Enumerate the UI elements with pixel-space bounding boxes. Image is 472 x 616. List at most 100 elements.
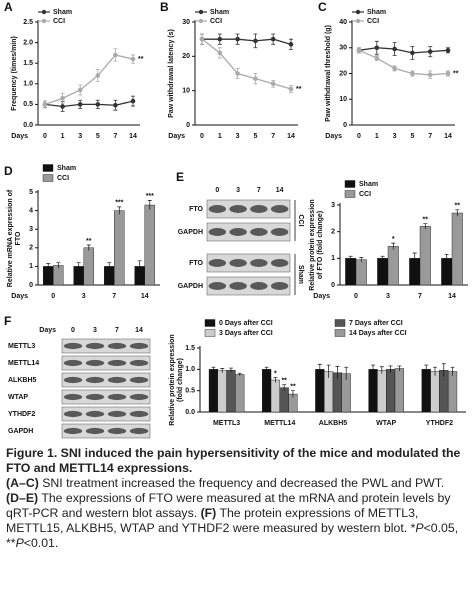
y-tick-label: 0.5 [23,101,33,108]
data-point [270,36,276,42]
error-bar [424,364,429,374]
bar [226,369,236,413]
panel-label: F [4,314,11,328]
data-point [427,72,433,78]
blot-band [229,259,247,267]
row-label: WTAP [8,394,28,401]
caption-text: SNI treatment increased the frequency an… [38,476,445,490]
panel-label: E [176,170,184,184]
error-bar [290,390,295,398]
x-tick-label: 3 [82,293,86,300]
blot-band [129,427,149,435]
caption-text: <0.01. [23,536,59,550]
x-tick-label: WTAP [376,420,396,427]
error-bar [348,255,353,261]
legend-label: CCI [367,18,379,25]
x-tick-label: YTHDF2 [426,420,453,427]
error-bar [359,257,364,262]
blot-band [208,228,227,236]
data-point [445,71,451,76]
legend-label: 14 Days after CCI [349,330,407,337]
y-axis-label: (fold change) [177,358,184,402]
y-tick-label: 1.0 [185,366,195,373]
error-bar [273,377,278,383]
blot-band [107,427,127,435]
y-tick-label: 1.5 [23,60,33,67]
x-tick-label: 5 [410,133,414,140]
bar [387,246,399,286]
lane-label: 14 [276,187,284,194]
data-point [130,56,136,62]
lane-label: 0 [71,327,75,334]
data-point [253,76,258,81]
error-bar [46,263,51,270]
significance-label: *** [146,193,154,200]
error-bar [137,260,142,272]
blot-strip [61,389,151,405]
row-label: FTO [189,206,203,213]
error-bar [379,366,384,374]
blot-band [250,282,268,290]
bar [345,258,357,286]
blot-band [107,393,127,401]
error-bar [444,253,449,263]
blot-band [85,359,105,367]
legend-swatch [334,319,346,327]
blot-band [129,342,149,350]
error-bar [326,364,331,378]
series-line [202,38,292,45]
bar [279,387,289,413]
x-axis-label: Days [325,133,342,140]
panel-label: B [160,0,169,14]
bar [114,210,125,286]
blot-band [63,342,83,350]
significance-label: ** [296,86,302,93]
x-axis-label: Days [11,133,28,140]
x-tick-label: METTL14 [264,420,295,427]
y-tick-label: 4 [29,207,33,214]
legend-swatch [204,319,216,327]
x-tick-label: 5 [96,133,100,140]
row-label: GAPDH [8,428,33,435]
blot-band [107,342,127,350]
x-tick-label: 3 [393,133,397,140]
data-point [356,48,362,53]
blot-band [129,410,149,418]
bar [386,369,396,413]
blot-band [270,259,289,267]
group-label: Sham [297,265,304,284]
caption-body: (A–C) SNI treatment increased the freque… [6,476,458,550]
blot-band [270,205,289,213]
panel-label: A [4,0,13,14]
y-tick-label: 10 [339,96,347,103]
error-bar [107,262,112,271]
x-tick-label: METTL3 [213,420,240,427]
y-tick-label: 3 [331,202,335,209]
data-point [235,71,240,76]
y-tick-label: 2.5 [23,19,33,26]
caption-text: P [15,536,24,550]
legend-marker [198,18,204,24]
y-axis-label: Relative mRNA expression of [7,189,14,287]
data-point [235,36,240,42]
blot-strip [61,338,151,354]
data-point [288,42,294,47]
caption-text: (D–E) [6,491,39,505]
data-point [77,102,83,107]
legend-label: Sham [367,9,386,16]
y-tick-label: 3 [29,226,33,233]
blot-band [129,393,149,401]
bar [53,265,64,286]
error-bar [56,262,61,269]
significance-label: *** [115,200,123,207]
legend-label: Sham [210,9,229,16]
data-point [410,50,415,56]
error-bar [335,365,340,380]
y-axis-label: FTO [15,231,22,245]
error-bar [380,255,385,261]
y-tick-label: 0 [331,282,335,289]
x-tick-label: 0 [51,293,55,300]
x-tick-label: 14 [287,133,295,140]
blot-band [63,410,83,418]
